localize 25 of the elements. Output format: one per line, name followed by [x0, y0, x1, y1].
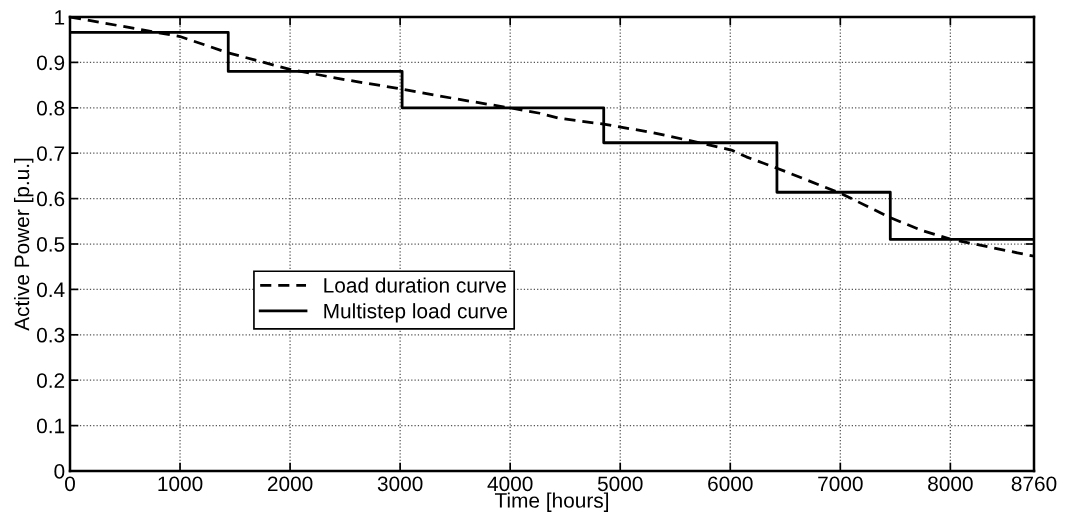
x-tick-label: 8760 [1011, 476, 1057, 492]
y-tick-label: 0.5 [36, 237, 65, 252]
y-tick-label: 0.6 [36, 191, 65, 207]
y-tick-label: 0.8 [36, 100, 65, 116]
legend-label: Load duration curve [324, 277, 506, 293]
x-tick-label: 1000 [158, 476, 203, 492]
x-tick-label: 3000 [377, 476, 423, 492]
y-tick-label: 0 [54, 464, 65, 479]
x-tick-label: 6000 [708, 476, 753, 492]
y-tick-label: 1 [55, 10, 65, 25]
x-tick-label: 8000 [928, 476, 973, 492]
x-axis-title: Time [hours] [494, 492, 609, 512]
y-tick-label: 0.7 [36, 146, 65, 161]
y-tick-label: 0.3 [36, 327, 65, 343]
y-tick-label: 0.2 [36, 373, 65, 388]
y-axis-title: Active Power [p.u.] [13, 158, 34, 331]
legend-label: Multistep load curve [324, 303, 508, 323]
x-tick-label: 5000 [597, 476, 643, 492]
y-tick-label: 0.4 [36, 282, 65, 298]
x-tick-label: 4000 [487, 476, 533, 492]
x-tick-label: 7000 [818, 476, 863, 492]
x-tick-label: 2000 [267, 476, 313, 492]
y-tick-label: 0.1 [36, 418, 65, 434]
y-tick-label: 0.9 [36, 55, 65, 71]
x-tick-label: 0 [65, 476, 75, 492]
